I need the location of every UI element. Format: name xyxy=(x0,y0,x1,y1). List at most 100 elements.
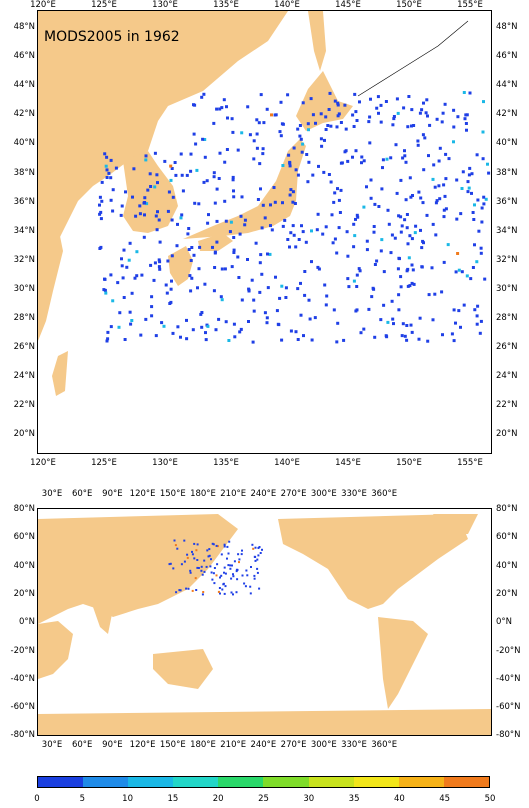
observation-point xyxy=(185,587,188,590)
observation-point xyxy=(149,263,153,267)
observation-point xyxy=(470,172,474,176)
observation-point xyxy=(289,231,293,235)
observation-point xyxy=(311,173,315,177)
observation-point xyxy=(98,195,102,199)
observation-point xyxy=(410,281,414,285)
observation-point xyxy=(230,117,234,121)
observation-point xyxy=(482,202,486,206)
kuril-islands xyxy=(357,20,469,97)
observation-point xyxy=(109,198,113,202)
observation-point xyxy=(308,317,312,321)
observation-point xyxy=(238,232,242,236)
observation-point xyxy=(265,321,269,325)
observation-point xyxy=(386,208,390,212)
observation-point xyxy=(200,325,204,329)
observation-point xyxy=(246,105,250,109)
observation-point xyxy=(247,287,251,291)
lon-tick-label: 130°E xyxy=(152,458,178,468)
observation-point xyxy=(421,201,425,205)
observation-point xyxy=(294,330,298,334)
observation-point xyxy=(198,245,202,249)
observation-point xyxy=(441,111,445,115)
observation-point xyxy=(301,101,305,105)
observation-point xyxy=(224,572,227,575)
observation-point xyxy=(463,117,467,121)
observation-point xyxy=(299,313,303,317)
observation-point xyxy=(203,138,207,141)
observation-point xyxy=(214,328,218,332)
observation-point xyxy=(275,309,279,313)
observation-point xyxy=(392,115,396,118)
observation-point xyxy=(240,195,244,199)
observation-point xyxy=(127,258,131,262)
observation-point xyxy=(156,181,159,185)
observation-point xyxy=(207,555,210,558)
observation-point xyxy=(211,578,214,581)
observation-point xyxy=(254,556,257,558)
observation-point xyxy=(212,543,215,546)
observation-point xyxy=(193,542,196,545)
observation-point xyxy=(232,248,236,252)
observation-point xyxy=(226,116,229,120)
china-landmass xyxy=(38,11,288,266)
observation-point xyxy=(337,112,341,116)
observation-point xyxy=(254,546,257,549)
observation-point xyxy=(197,202,201,206)
observation-point xyxy=(169,178,173,182)
observation-point xyxy=(481,130,485,134)
observation-point xyxy=(301,142,305,146)
observation-point xyxy=(447,157,451,161)
observation-point xyxy=(252,139,256,143)
observation-point xyxy=(230,265,234,269)
observation-point xyxy=(346,277,350,281)
observation-point xyxy=(452,308,456,312)
observation-point xyxy=(189,289,193,293)
observation-point xyxy=(102,288,106,292)
observation-point xyxy=(193,201,197,205)
observation-point xyxy=(392,322,395,326)
lon-tick-label: 90°E xyxy=(102,489,123,499)
lat-tick-label: 28°N xyxy=(13,313,35,323)
observation-point xyxy=(235,568,238,571)
observation-point xyxy=(268,252,272,256)
observation-point xyxy=(235,570,238,573)
observation-point xyxy=(224,585,227,588)
lon-tick-label: 240°E xyxy=(250,740,277,750)
observation-point xyxy=(143,213,146,217)
korea-peninsula xyxy=(123,151,178,233)
lat-tick-label: 42°N xyxy=(496,109,518,120)
observation-point xyxy=(150,305,154,309)
observation-point xyxy=(310,260,313,264)
observation-point xyxy=(99,217,103,221)
lon-tick-label: 60°E xyxy=(71,740,93,750)
observation-point xyxy=(471,266,475,269)
observation-point xyxy=(327,173,331,176)
observation-point xyxy=(216,563,219,566)
observation-point xyxy=(418,316,422,320)
observation-point xyxy=(422,168,426,172)
observation-point xyxy=(380,187,384,191)
observation-point xyxy=(272,186,276,189)
observation-point xyxy=(355,273,359,277)
lat-tick-label: 38°N xyxy=(496,167,518,178)
lat-tick-label: 42°N xyxy=(13,109,35,120)
lon-tick-label: 125°E xyxy=(91,458,117,468)
lon-tick-label: 150°E xyxy=(159,740,186,750)
observation-point xyxy=(347,285,351,289)
observation-point xyxy=(328,91,332,95)
colorbar-label: 10 xyxy=(122,794,134,804)
observation-point xyxy=(452,140,455,144)
observation-point xyxy=(215,107,219,111)
observation-point xyxy=(479,246,483,250)
observation-point xyxy=(332,308,336,312)
observation-point xyxy=(196,286,199,290)
lat-tick-label: 20°N xyxy=(13,429,35,440)
observation-point xyxy=(454,270,458,274)
colorbar-segment xyxy=(263,777,309,787)
lat-tick-label: 20°N xyxy=(496,588,518,599)
observation-point xyxy=(236,148,240,152)
observation-point xyxy=(279,134,283,138)
observation-point xyxy=(281,201,284,205)
observation-point xyxy=(333,191,337,195)
observation-point xyxy=(456,115,460,119)
